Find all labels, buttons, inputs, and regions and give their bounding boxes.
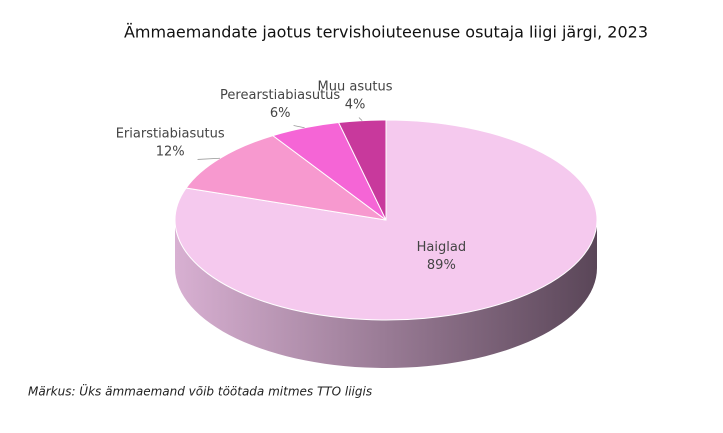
slice-label: Eriarstiabiasutus	[116, 126, 225, 141]
slice-value-label: 89%	[427, 258, 456, 273]
slice-label: Haiglad	[417, 240, 466, 255]
slice-label: Perearstiabiasutus	[220, 88, 340, 103]
slice-value-label: 6%	[270, 106, 291, 121]
slice-value-label: 12%	[156, 144, 185, 159]
leader-line	[293, 125, 305, 129]
pie-slice	[185, 135, 387, 221]
note: Märkus: Üks ämmaemand võib töötada mitme…	[28, 383, 372, 399]
leader-line	[197, 157, 220, 160]
pie-side	[175, 220, 597, 368]
slice-label: Muu asutus	[318, 79, 393, 94]
slice-value-label: 4%	[345, 97, 366, 112]
chart-title: Ämmaemandate jaotus tervishoiuteenuse os…	[124, 23, 648, 42]
leader-line	[358, 117, 363, 121]
